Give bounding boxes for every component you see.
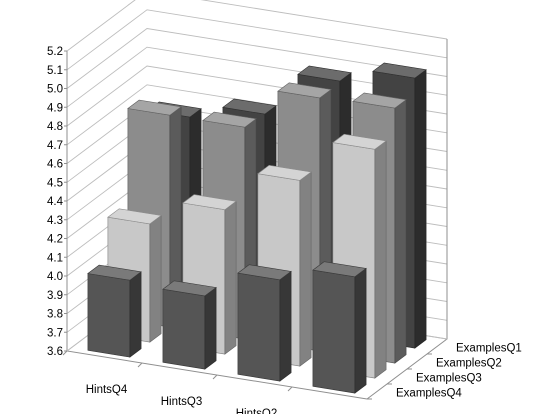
bar-front-face [237, 272, 281, 382]
bar-top-face [202, 111, 257, 128]
gridline [66, 9, 448, 71]
bar [312, 261, 367, 394]
bar-top-face [352, 92, 407, 109]
y-tick-label: 4.2 [47, 234, 63, 246]
bar-front-face [87, 273, 131, 358]
bar-side-face [394, 99, 407, 364]
series-label: ExamplesQ1 [456, 343, 522, 355]
y-tick-label: 3.8 [47, 309, 63, 321]
y-tick-label: 4.6 [47, 159, 63, 171]
bar-side-face [374, 140, 387, 379]
gridline [66, 0, 448, 52]
bar-top-face [222, 98, 277, 115]
bar-side-face [129, 271, 142, 358]
bar-top-face [257, 164, 312, 181]
y-axis-ticks: 3.6 3.7 3.8 3.9 4.0 4.1 4.2 4.3 4.4 4.5 4.6 4.7 4.8 4… [47, 46, 67, 358]
bar-front-face [162, 288, 206, 370]
bar-top-face [182, 194, 237, 211]
series-label: ExamplesQ4 [396, 388, 462, 400]
y-tick-label: 5.0 [47, 84, 63, 96]
y-tick-label: 5.2 [47, 46, 63, 58]
y-tick-label: 4.7 [47, 140, 63, 152]
y-tick-label: 5.1 [47, 65, 63, 77]
bar-side-face [204, 286, 217, 370]
category-tick [137, 362, 143, 368]
y-tick-label: 4.8 [47, 121, 63, 133]
y-tick-label: 4.9 [47, 102, 63, 114]
bar-top-face [87, 264, 142, 281]
series-label: ExamplesQ2 [436, 358, 502, 370]
bar-top-face [237, 264, 292, 281]
category-label: HintsQ2 [236, 408, 278, 414]
bar-top-face [162, 280, 217, 297]
bar-side-face [414, 69, 427, 349]
bar-top-face [107, 208, 162, 225]
category-label: HintsQ3 [161, 396, 203, 408]
bar-side-face [279, 270, 292, 382]
category-tick [212, 374, 218, 380]
y-tick-label: 4.4 [47, 196, 64, 208]
bar-top-face [127, 99, 182, 116]
category-label: HintsQ4 [86, 384, 128, 396]
bar-side-face [149, 214, 162, 343]
category-tick [62, 350, 68, 356]
y-tick-label: 4.1 [47, 252, 63, 264]
y-tick-label: 3.7 [47, 327, 63, 339]
bar-top-face [372, 62, 427, 79]
bar-front-face [312, 269, 356, 394]
bars [87, 62, 427, 394]
bar-top-face [277, 82, 332, 99]
bar [162, 280, 217, 370]
bar-top-face [297, 65, 352, 82]
gridline [66, 28, 448, 89]
y-tick-label: 4.0 [47, 271, 63, 283]
y-tick-label: 3.6 [47, 346, 63, 358]
bar-top-face [312, 261, 367, 278]
bar-side-face [224, 200, 237, 355]
series-axis-labels: ExamplesQ4 ExamplesQ3 ExamplesQ2 ExamplesQ1 [367, 343, 522, 400]
series-label: ExamplesQ3 [416, 373, 482, 385]
bar [87, 264, 142, 358]
category-axis-labels: HintsQ4HintsQ3HintsQ2HintsQ1 [62, 350, 293, 414]
bar [237, 264, 292, 382]
y-tick-label: 4.3 [47, 215, 63, 227]
y-tick-label: 3.9 [47, 290, 63, 302]
category-tick [287, 386, 293, 392]
bar-side-face [299, 171, 312, 367]
bar-side-face [354, 267, 367, 394]
bar-top-face [332, 133, 387, 150]
y-tick-label: 4.5 [47, 177, 63, 189]
